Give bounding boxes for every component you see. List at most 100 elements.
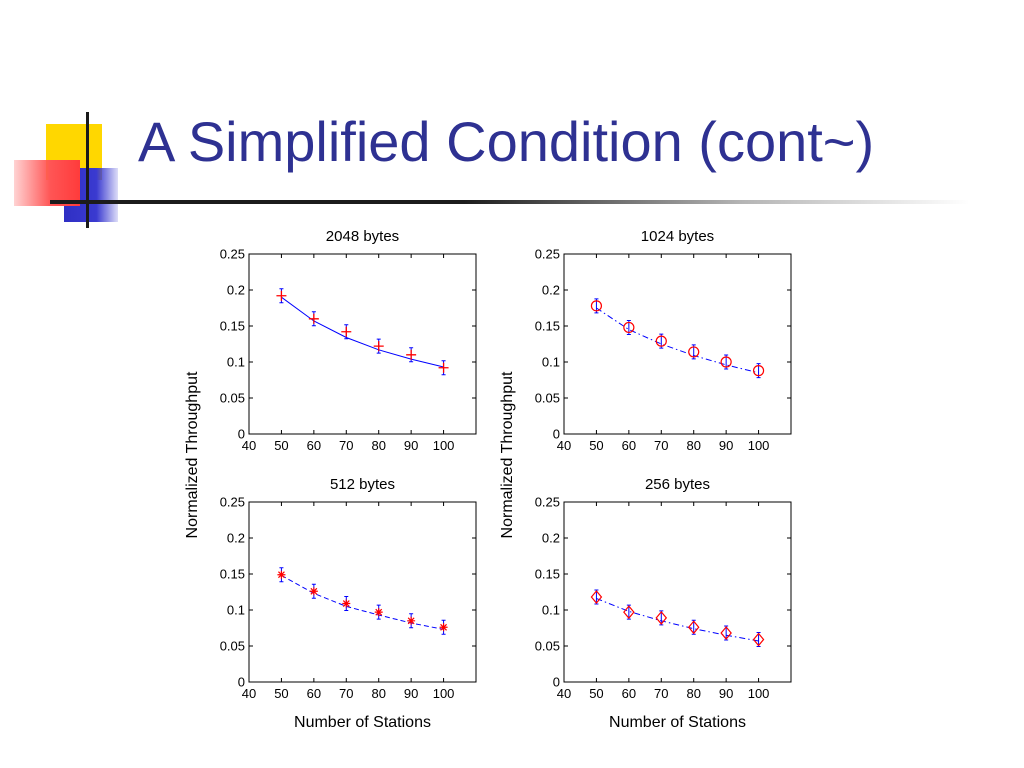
- data-point-2: [655, 610, 668, 625]
- y-tick-label: 0.15: [535, 567, 560, 582]
- x-tick-label: 90: [404, 438, 418, 453]
- x-tick-label: 60: [307, 438, 321, 453]
- y-tick-label: 0.25: [220, 247, 245, 262]
- y-tick-label: 0.1: [542, 355, 560, 370]
- data-point-3: [687, 620, 700, 635]
- y-tick-label: 0: [553, 675, 560, 690]
- y-tick-label: 0.15: [535, 319, 560, 334]
- x-tick-label: 60: [622, 686, 636, 701]
- data-point-0: [277, 570, 286, 579]
- x-axis-label: Number of Stations: [294, 714, 431, 731]
- data-point-5: [752, 632, 765, 647]
- y-tick-label: 0.05: [220, 639, 245, 654]
- y-axis-label: Normalized Throughput: [184, 371, 201, 538]
- chart-256-bytes: 40 50 60 70 80 90 100 0 0.05 0.1 0.15 0.2 0.25 256 by…: [535, 476, 792, 731]
- chart-1024-bytes: 40 50 60 70 80 90 100 0 0.05 0.1 0.15 0.2 0.25 1024 b…: [499, 228, 792, 538]
- data-point-0: [276, 290, 287, 301]
- x-tick-label: 50: [589, 438, 603, 453]
- y-tick-label: 0.25: [535, 247, 560, 262]
- y-tick-label: 0.2: [227, 283, 245, 298]
- chart-title: 1024 bytes: [641, 228, 714, 245]
- plot-area: [248, 501, 477, 683]
- fit-curve: [281, 296, 444, 368]
- x-tick-label: 80: [686, 686, 700, 701]
- error-bar: [724, 625, 729, 641]
- fit-curve: [596, 598, 759, 642]
- x-tick-label: 50: [589, 686, 603, 701]
- y-tick-label: 0.2: [542, 283, 560, 298]
- y-tick-label: 0: [553, 427, 560, 442]
- error-bar: [626, 604, 631, 620]
- chart-title: 256 bytes: [645, 476, 710, 493]
- data-point-4: [720, 626, 732, 640]
- data-point-3: [374, 608, 383, 617]
- fit-curve: [281, 574, 444, 630]
- error-bar: [756, 632, 761, 648]
- x-tick-label: 100: [748, 686, 770, 701]
- x-tick-label: 70: [654, 686, 668, 701]
- error-bar: [691, 619, 696, 635]
- data-point-4: [720, 356, 732, 368]
- plot-area: [563, 501, 792, 683]
- data-point-2: [655, 335, 667, 347]
- data-point-1: [623, 605, 635, 620]
- x-tick-label: 100: [433, 438, 455, 453]
- x-tick-label: 40: [242, 438, 256, 453]
- x-tick-label: 60: [307, 686, 321, 701]
- data-point-0: [590, 590, 603, 604]
- y-tick-label: 0: [238, 675, 245, 690]
- error-bar: [659, 610, 664, 626]
- x-tick-label: 50: [274, 686, 288, 701]
- chart-2048-bytes: 40 50 60 70 80 90 100 0 0.05 0.1 0.15 0.2 0.25 2048 b…: [184, 228, 477, 538]
- x-tick-label: 80: [371, 686, 385, 701]
- x-tick-label: 90: [719, 686, 733, 701]
- x-tick-label: 70: [339, 438, 353, 453]
- y-tick-label: 0.15: [220, 319, 245, 334]
- x-tick-label: 40: [557, 686, 571, 701]
- x-tick-label: 50: [274, 438, 288, 453]
- y-tick-label: 0.1: [542, 603, 560, 618]
- x-tick-label: 60: [622, 438, 636, 453]
- x-tick-label: 100: [433, 686, 455, 701]
- data-point-3: [373, 341, 384, 352]
- x-axis-label: Number of Stations: [609, 714, 746, 731]
- title-underline: [50, 200, 970, 204]
- y-tick-label: 0.05: [535, 639, 560, 654]
- data-point-5: [438, 362, 449, 373]
- x-tick-label: 80: [686, 438, 700, 453]
- x-tick-label: 100: [748, 438, 770, 453]
- error-bar: [594, 589, 599, 605]
- x-tick-label: 70: [339, 686, 353, 701]
- data-point-2: [341, 326, 352, 337]
- data-point-3: [688, 346, 700, 358]
- y-tick-label: 0.05: [535, 391, 560, 406]
- data-point-4: [407, 616, 416, 625]
- x-tick-label: 80: [371, 438, 385, 453]
- data-point-1: [308, 313, 319, 324]
- y-tick-label: 0.2: [542, 531, 560, 546]
- x-tick-label: 90: [404, 686, 418, 701]
- y-tick-label: 0.1: [227, 355, 245, 370]
- x-tick-label: 90: [719, 438, 733, 453]
- chart-title: 2048 bytes: [326, 228, 399, 245]
- chart-512-bytes: 40 50 60 70 80 90 100 0 0.05 0.1 0.15 0.2 0.25 512 by…: [220, 476, 477, 731]
- y-tick-label: 0: [238, 427, 245, 442]
- data-point-1: [623, 321, 635, 334]
- x-tick-label: 70: [654, 438, 668, 453]
- y-tick-label: 0.25: [535, 495, 560, 510]
- y-tick-label: 0.1: [227, 603, 245, 618]
- x-tick-label: 40: [242, 686, 256, 701]
- slide-title: A Simplified Condition (cont~): [138, 110, 875, 173]
- data-point-4: [406, 349, 417, 360]
- y-tick-label: 0.15: [220, 567, 245, 582]
- y-tick-label: 0.2: [227, 531, 245, 546]
- decor-red-square: [14, 160, 80, 206]
- plot-area: [563, 253, 792, 435]
- data-point-2: [342, 599, 351, 608]
- chart-title: 512 bytes: [330, 476, 395, 493]
- y-axis-label: Normalized Throughput: [499, 371, 516, 538]
- y-tick-label: 0.25: [220, 495, 245, 510]
- data-point-5: [439, 623, 448, 632]
- y-tick-label: 0.05: [220, 391, 245, 406]
